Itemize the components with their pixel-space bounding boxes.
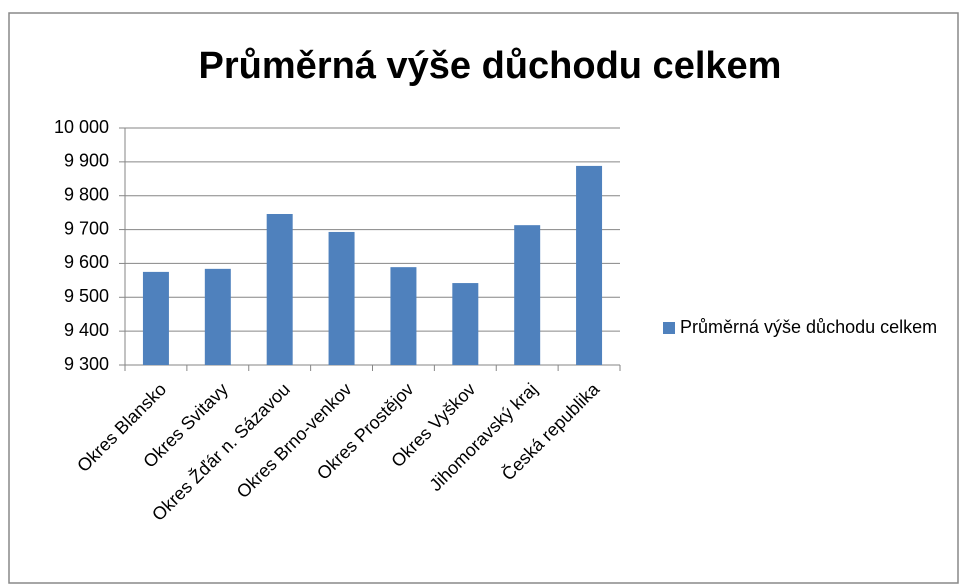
- y-tick-label: 10 000: [54, 117, 109, 137]
- legend-entry: Průměrná výše důchodu celkem: [680, 317, 938, 337]
- y-tick-label: 9 900: [64, 151, 109, 171]
- bar: [328, 231, 355, 365]
- bar: [390, 267, 417, 365]
- bar: [266, 213, 293, 365]
- bar: [514, 225, 541, 365]
- bar: [452, 283, 479, 365]
- legend-swatch: [663, 322, 675, 334]
- bar: [204, 268, 231, 365]
- y-tick-label: 9 400: [64, 320, 109, 340]
- bar: [576, 165, 603, 365]
- legend-label: Průměrná výše důchodu celkem: [680, 317, 938, 337]
- y-tick-label: 9 700: [64, 218, 109, 238]
- bar: [142, 271, 169, 365]
- chart-title: Průměrná výše důchodu celkem: [199, 45, 782, 87]
- y-tick-label: 9 300: [64, 354, 109, 374]
- y-tick-label: 9 800: [64, 184, 109, 204]
- y-tick-label: 9 500: [64, 286, 109, 306]
- y-tick-label: 9 600: [64, 252, 109, 272]
